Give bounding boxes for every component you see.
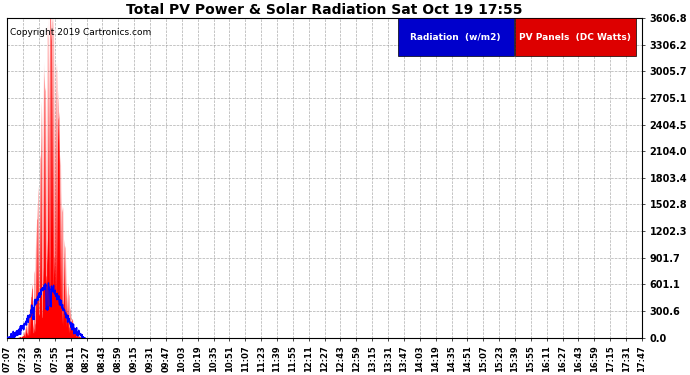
Text: Radiation  (w/m2): Radiation (w/m2) [410, 33, 501, 42]
Text: Copyright 2019 Cartronics.com: Copyright 2019 Cartronics.com [10, 27, 152, 36]
Text: PV Panels  (DC Watts): PV Panels (DC Watts) [520, 33, 631, 42]
Title: Total PV Power & Solar Radiation Sat Oct 19 17:55: Total PV Power & Solar Radiation Sat Oct… [126, 3, 523, 17]
FancyBboxPatch shape [397, 18, 514, 56]
FancyBboxPatch shape [515, 18, 635, 56]
